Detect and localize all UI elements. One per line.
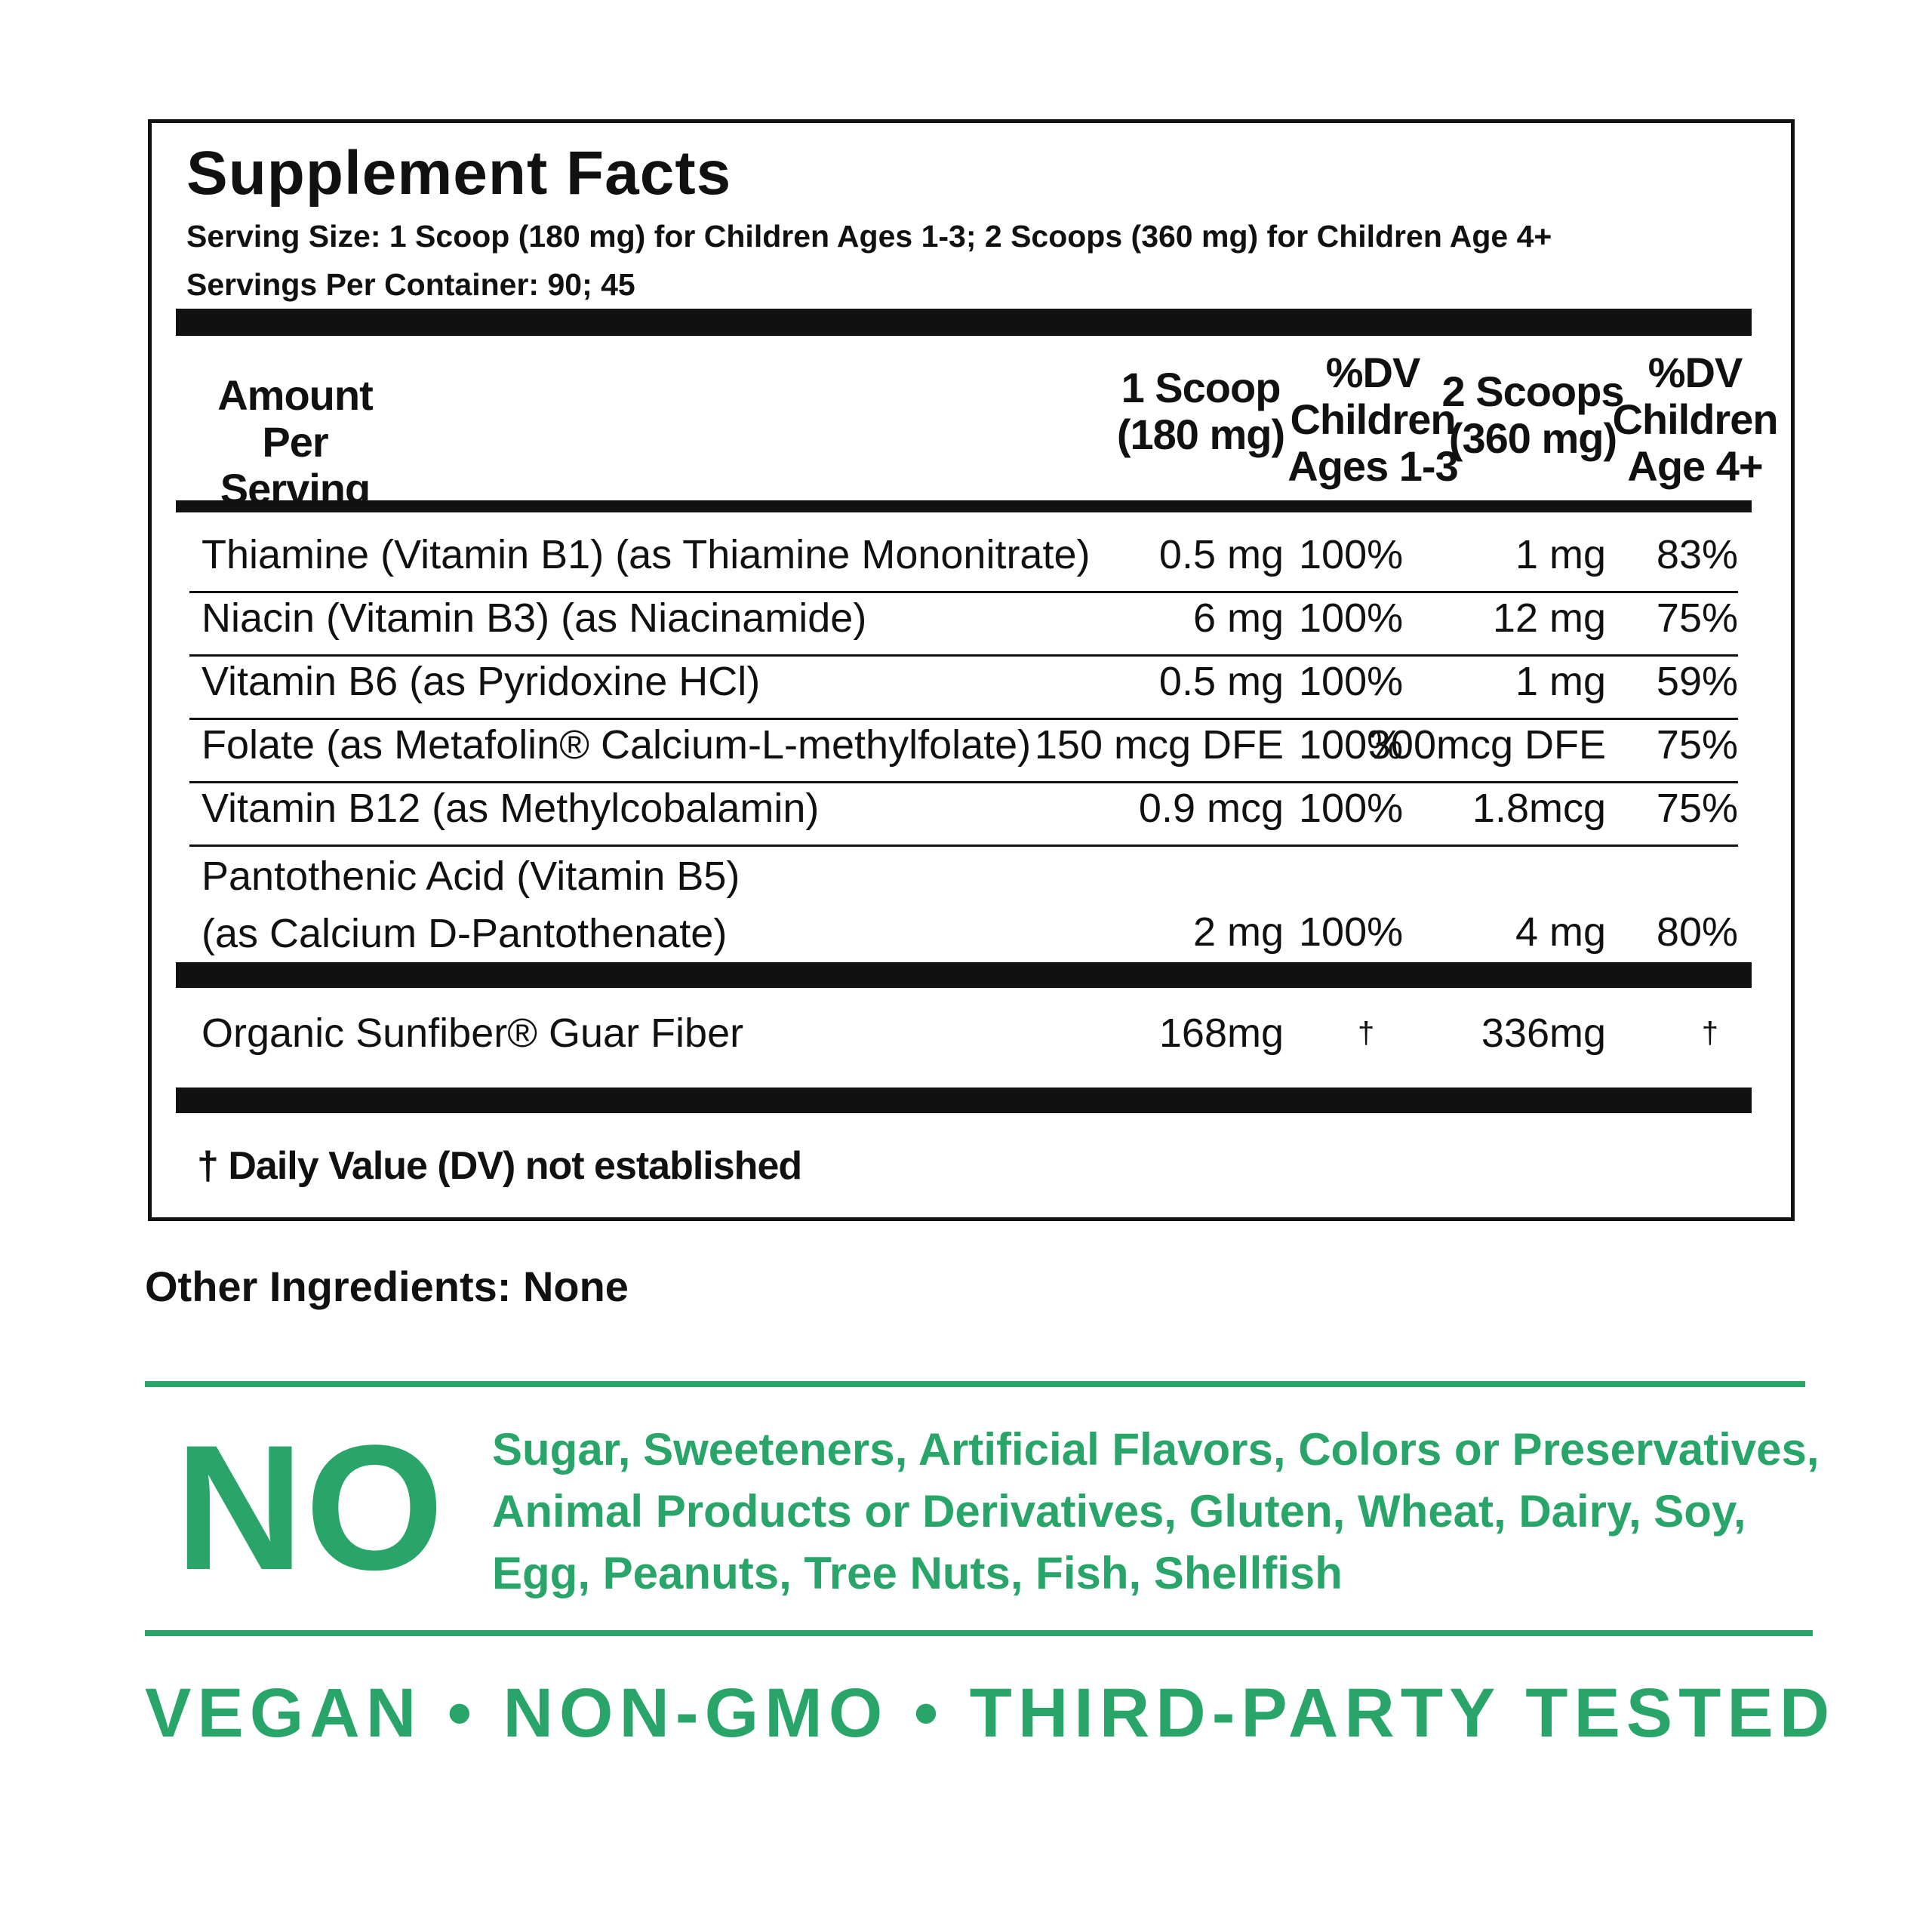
- product-claims: VEGAN • NON-GMO • THIRD-PARTY TESTED: [145, 1675, 1836, 1752]
- servings-per-container: Servings Per Container: 90; 45: [186, 267, 635, 302]
- header-dv-age-4-plus: %DV Children Age 4+: [1612, 349, 1778, 490]
- other-ingredients: Other Ingredients: None: [145, 1263, 629, 1310]
- divider-green: [145, 1630, 1813, 1636]
- serving-info: Serving Size: 1 Scoop (180 mg) for Child…: [186, 212, 1552, 309]
- supplement-facts-panel: Supplement Facts Serving Size: 1 Scoop (…: [148, 119, 1795, 1221]
- free-from-list: Sugar, Sweeteners, Artificial Flavors, C…: [492, 1424, 1820, 1598]
- nutrient-row: Thiamine (Vitamin B1) (as Thiamine Monon…: [189, 528, 1738, 593]
- serving-size: Serving Size: 1 Scoop (180 mg) for Child…: [186, 219, 1552, 254]
- header-amount-per-serving: Amount Per Serving: [217, 371, 374, 512]
- header-2-scoops: 2 Scoops (360 mg): [1441, 368, 1625, 462]
- nutrient-row: Niacin (Vitamin B3) (as Niacinamide) 6 m…: [189, 591, 1738, 657]
- nutrient-row: Vitamin B6 (as Pyridoxine HCl) 0.5 mg 10…: [189, 654, 1738, 720]
- nutrient-row: Vitamin B12 (as Methylcobalamin) 0.9 mcg…: [189, 781, 1738, 847]
- divider-green: [145, 1381, 1805, 1387]
- header-dv-ages-1-3: %DV Children Ages 1-3: [1287, 349, 1458, 490]
- divider-thick: [176, 309, 1752, 336]
- nutrient-row: Pantothenic Acid (Vitamin B5) (as Calciu…: [202, 854, 1738, 956]
- divider-thick: [176, 962, 1752, 988]
- nutrient-row: Folate (as Metafolin® Calcium-L-methylfo…: [189, 718, 1738, 783]
- divider-thick: [176, 1088, 1752, 1113]
- divider-medium: [176, 500, 1752, 512]
- panel-title: Supplement Facts: [186, 139, 732, 208]
- header-1-scoop: 1 Scoop (180 mg): [1116, 364, 1285, 458]
- fiber-row: Organic Sunfiber® Guar Fiber 168mg † 336…: [202, 1011, 1718, 1056]
- no-label: NO: [175, 1408, 445, 1607]
- dv-footnote: † Daily Value (DV) not established: [197, 1144, 802, 1188]
